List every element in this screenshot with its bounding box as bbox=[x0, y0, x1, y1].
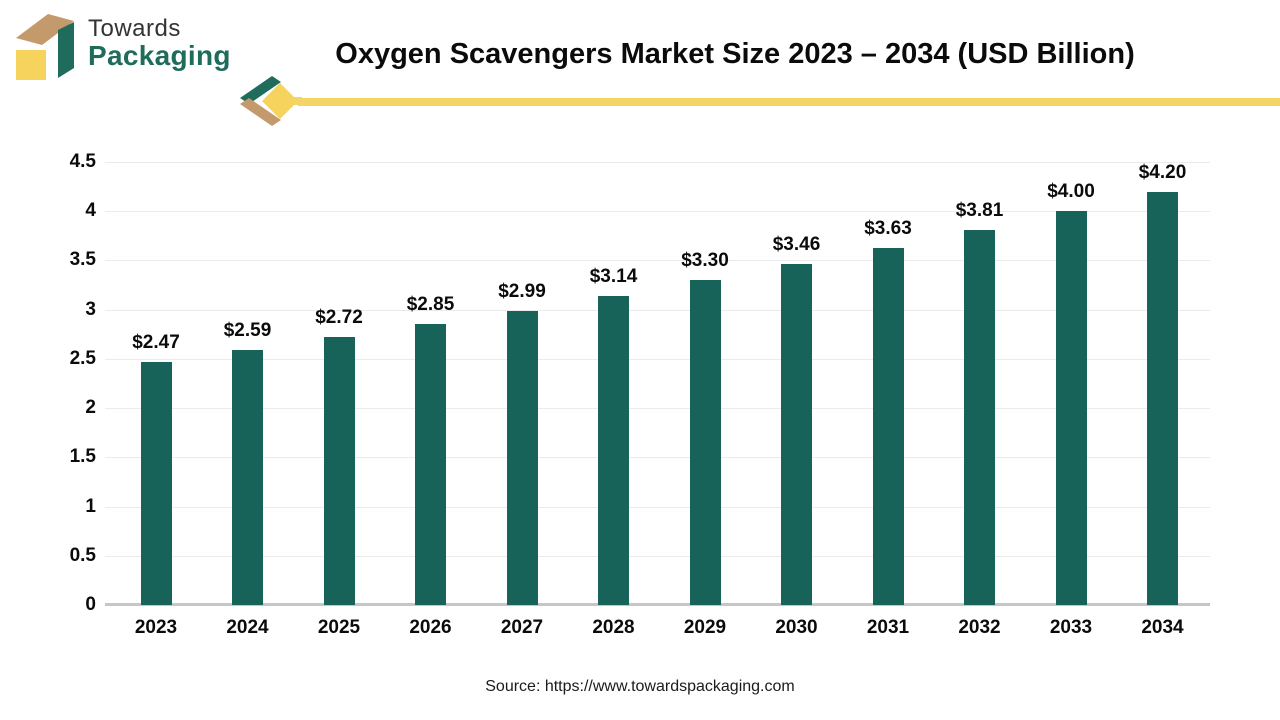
gridline bbox=[105, 506, 1210, 508]
gridline bbox=[105, 309, 1210, 311]
gridline bbox=[105, 211, 1210, 213]
bar-value-label: $2.47 bbox=[132, 331, 180, 353]
bar-value-label: $4.20 bbox=[1138, 161, 1187, 183]
gridline bbox=[105, 555, 1210, 557]
logo-word-packaging: Packaging bbox=[88, 40, 231, 72]
bar-2034 bbox=[1147, 191, 1178, 605]
bar-value-label: $2.59 bbox=[223, 320, 272, 342]
gridline bbox=[105, 457, 1210, 459]
page-title: Oxygen Scavengers Market Size 2023 – 203… bbox=[335, 38, 1135, 70]
x-tick-label: 2027 bbox=[500, 617, 544, 638]
x-tick-label: 2025 bbox=[317, 617, 361, 638]
gridline bbox=[105, 358, 1210, 360]
plot-area: $2.47 2023 $2.59 2024 $2.72 2025 $2.85 2026 $2.9… bbox=[105, 161, 1210, 638]
x-tick-label: 2024 bbox=[226, 617, 269, 638]
bar-value-label: $2.85 bbox=[406, 294, 455, 316]
bar-value-label: $3.46 bbox=[772, 234, 821, 256]
y-tick-label: 1 bbox=[85, 495, 96, 517]
y-tick-label: 3.5 bbox=[69, 249, 96, 271]
x-tick-label: 2023 bbox=[134, 617, 178, 638]
x-tick-label: 2033 bbox=[1049, 617, 1093, 638]
bar-value-label: $2.72 bbox=[315, 307, 363, 329]
x-tick-label: 2030 bbox=[775, 617, 818, 638]
y-tick-label: 3 bbox=[85, 298, 96, 320]
y-tick-label: 2.5 bbox=[69, 347, 96, 369]
y-tick-label: 4.5 bbox=[69, 151, 96, 172]
x-tick-label: 2026 bbox=[409, 617, 452, 638]
bar-2031 bbox=[872, 247, 904, 605]
gridline bbox=[105, 260, 1210, 262]
bar-2027 bbox=[506, 310, 538, 605]
y-tick-label: 4 bbox=[85, 200, 96, 222]
gridline bbox=[105, 162, 1210, 163]
bar-2028 bbox=[598, 295, 629, 605]
x-tick-label: 2034 bbox=[1141, 617, 1184, 638]
bar-value-label: $3.30 bbox=[681, 250, 729, 272]
bar-2033 bbox=[1055, 211, 1087, 605]
gridline bbox=[105, 408, 1210, 410]
bar-value-label: $3.63 bbox=[864, 217, 912, 239]
logo-cube-icon bbox=[16, 14, 74, 80]
title-underline bbox=[298, 98, 1280, 106]
x-tick-label: 2029 bbox=[683, 617, 727, 638]
x-tick-label: 2031 bbox=[866, 617, 910, 638]
bar-value-label: $3.81 bbox=[955, 199, 1004, 221]
towards-packaging-logo: Towards Packaging bbox=[12, 8, 231, 82]
bar-2026 bbox=[415, 324, 446, 605]
bar-value-label: $3.14 bbox=[589, 265, 638, 287]
logo-word-towards: Towards bbox=[88, 15, 181, 42]
y-axis: 0 0.5 1 1.5 2 2.5 3 3.5 4 4.5 bbox=[18, 151, 96, 615]
bar-2023 bbox=[140, 361, 172, 605]
logo-text: Towards Packaging bbox=[88, 16, 231, 71]
y-tick-label: 1.5 bbox=[69, 446, 96, 468]
chevron-diamond-icon bbox=[240, 76, 302, 126]
y-tick-label: 2 bbox=[85, 397, 96, 419]
bar-2032 bbox=[964, 229, 995, 605]
x-tick-label: 2028 bbox=[592, 617, 635, 638]
bar-value-label: $2.99 bbox=[498, 280, 546, 302]
x-tick-label: 2032 bbox=[958, 617, 1001, 638]
x-axis-baseline bbox=[105, 603, 1210, 606]
bar-2024 bbox=[232, 350, 263, 605]
bar-2030 bbox=[781, 264, 812, 605]
bar-2029 bbox=[689, 280, 721, 605]
y-tick-label: 0.5 bbox=[69, 544, 96, 566]
bar-value-label: $4.00 bbox=[1047, 181, 1095, 203]
bar-2025 bbox=[323, 337, 355, 605]
source-attribution: Source: https://www.towardspackaging.com bbox=[485, 678, 795, 695]
y-tick-label: 0 bbox=[85, 594, 96, 615]
